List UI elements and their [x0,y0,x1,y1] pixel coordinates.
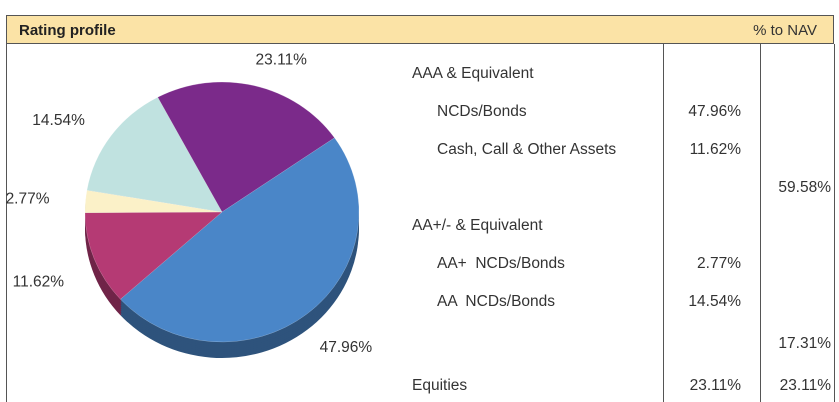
slice-label: 47.96% [320,339,373,356]
panel-title: Rating profile [19,22,116,39]
group-heading: AA+/- & Equivalent [412,217,543,234]
group-heading: AAA & Equivalent [412,65,534,82]
border-line [6,44,7,402]
slice-label: 14.54% [32,112,85,129]
group-total: 23.11% [779,377,831,394]
slice-label: 2.77% [6,190,50,207]
row-value: 47.96% [688,103,741,120]
row-value: 11.62% [689,141,741,158]
slice-label: 23.11% [256,51,308,68]
row-value: 2.77% [697,255,741,272]
slice [86,96,223,213]
group-total: 59.58% [778,179,831,196]
row-label: AA NCDs/Bonds [437,293,556,310]
slice [120,137,360,343]
row-label: AA+ NCDs/Bonds [437,255,565,272]
pie-chart: 23.11% 47.96% 11.62% 2.77% 14.54% [6,51,373,358]
slice [84,211,223,300]
unit-label: % to NAV [753,22,817,39]
slice [84,189,223,213]
group-heading: Equities [412,377,468,394]
column-line [760,44,761,402]
row-value: 23.11% [689,377,741,394]
column-line [663,44,664,402]
header-bar: Rating profile % to NAV [6,15,834,44]
slice-label: 11.62% [13,274,65,291]
row-label: NCDs/Bonds [437,103,527,120]
group-total: 17.31% [778,335,831,352]
row-label: Cash, Call & Other Assets [437,141,617,158]
border-line [834,44,835,402]
row-value: 14.54% [688,293,741,310]
slice [157,81,335,213]
